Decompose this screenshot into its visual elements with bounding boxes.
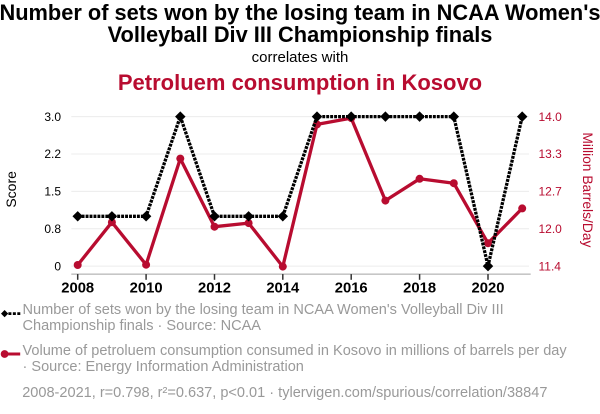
svg-text:0: 0	[54, 259, 61, 273]
svg-text:Million Barrels/Day: Million Barrels/Day	[580, 132, 595, 247]
svg-text:2008: 2008	[61, 281, 94, 297]
svg-text:3.0: 3.0	[44, 110, 61, 124]
svg-text:2014: 2014	[266, 281, 300, 297]
svg-text:2016: 2016	[335, 281, 368, 297]
svg-text:11.4: 11.4	[539, 259, 562, 273]
svg-text:14.0: 14.0	[539, 110, 563, 124]
svg-text:12.7: 12.7	[539, 185, 563, 199]
svg-text:2020: 2020	[472, 281, 505, 297]
svg-text:Score: Score	[3, 171, 19, 208]
svg-text:0.8: 0.8	[44, 222, 61, 236]
svg-text:2.2: 2.2	[44, 147, 61, 161]
svg-text:1.5: 1.5	[44, 185, 61, 199]
svg-text:12.0: 12.0	[539, 222, 563, 236]
svg-text:2012: 2012	[198, 281, 231, 297]
svg-text:2018: 2018	[403, 281, 436, 297]
svg-text:13.3: 13.3	[539, 147, 563, 161]
svg-text:2010: 2010	[130, 281, 163, 297]
